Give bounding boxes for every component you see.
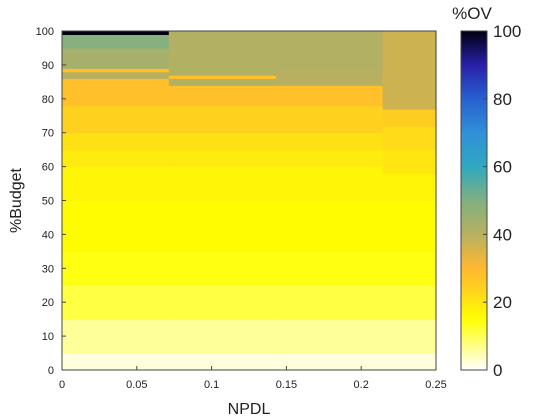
heatmap-cell [168, 285, 277, 320]
y-tick-label: 0 [48, 365, 54, 377]
heatmap-cell [62, 68, 170, 73]
heatmap-cell [382, 173, 437, 202]
x-axis-ticks: 0 0.05 0.1 0.15 0.2 0.25 [59, 366, 447, 391]
heatmap-cell [382, 353, 437, 371]
y-tick-label: 10 [42, 331, 54, 343]
heatmap-cell [382, 200, 437, 252]
x-tick-label: 0.05 [126, 379, 147, 391]
colorbar [460, 30, 488, 371]
heatmap-cell [382, 108, 437, 127]
heatmap-cell [62, 319, 170, 354]
heatmap-cell [275, 353, 384, 371]
heatmap-cell [382, 251, 437, 286]
heatmap-cell [168, 105, 277, 134]
heatmap-cell [62, 285, 170, 320]
heatmap-cell [168, 251, 277, 286]
heatmap-cell [382, 285, 437, 320]
colorbar-tick-label: 60 [493, 158, 512, 177]
y-tick-label: 20 [42, 297, 54, 309]
heatmap-cell [168, 75, 277, 80]
heatmap-cell [275, 285, 384, 320]
x-tick-label: 0.15 [276, 379, 297, 391]
heatmap-cell [62, 132, 170, 151]
heatmap-cell [275, 319, 384, 354]
heatmap-cell [275, 200, 384, 252]
y-tick-label: 70 [42, 128, 54, 140]
heatmap-cell [62, 251, 170, 286]
heatmap-cell [382, 149, 437, 174]
x-tick-label: 0.1 [204, 379, 219, 391]
x-tick-label: 0.25 [425, 379, 446, 391]
heatmap-cell [168, 149, 277, 168]
y-tick-label: 40 [42, 229, 54, 241]
heatmap-cell [62, 71, 170, 80]
heatmap-cell [168, 31, 277, 76]
colorbar-tick-label: 20 [493, 293, 512, 312]
y-axis-ticks: 0 10 20 30 40 50 60 70 80 90 100 [36, 26, 66, 377]
x-axis-label: NPDL [228, 401, 271, 418]
heatmap-cell [275, 132, 384, 151]
heatmap-cell [275, 85, 384, 107]
heatmap-cell [275, 149, 384, 168]
colorbar-ticks: 0 20 40 60 80 100 [483, 22, 521, 380]
heatmap-cell [62, 47, 170, 69]
heatmap-cell [168, 85, 277, 107]
y-tick-label: 60 [42, 162, 54, 174]
y-tick-label: 50 [42, 196, 54, 208]
heatmap-cell [62, 149, 170, 168]
heatmap-cell [62, 353, 170, 371]
heatmap-cell [168, 132, 277, 151]
y-tick-label: 100 [36, 26, 54, 38]
colorbar-tick-label: 0 [493, 361, 502, 380]
heatmap-cell [382, 319, 437, 354]
y-tick-label: 90 [42, 60, 54, 72]
heatmap-cell [275, 251, 384, 286]
heatmap-cell [62, 166, 170, 202]
colorbar-tick-label: 80 [493, 90, 512, 109]
heatmap-cell [62, 105, 170, 134]
heatmap-cell [168, 353, 277, 371]
heatmap-cells [62, 31, 437, 371]
heatmap-cell [382, 31, 437, 110]
heatmap-cell [275, 105, 384, 134]
heatmap-cell [62, 78, 170, 107]
heatmap-cell [168, 200, 277, 252]
heatmap-cell [62, 34, 170, 49]
heatmap-cell [62, 200, 170, 252]
colorbar-title: %OV [452, 4, 492, 23]
heatmap-cell [168, 78, 277, 86]
heatmap-cell [275, 166, 384, 202]
heatmap-cell [275, 68, 384, 86]
x-tick-label: 0 [59, 379, 65, 391]
heatmap-cell [168, 319, 277, 354]
x-tick-label: 0.2 [354, 379, 369, 391]
heatmap-cell [275, 31, 384, 69]
heatmap-cell [62, 31, 170, 35]
y-tick-label: 30 [42, 263, 54, 275]
y-axis-label: %Budget [8, 167, 25, 232]
heatmap-cell [168, 166, 277, 202]
heatmap-cell [382, 125, 437, 151]
colorbar-tick-label: 40 [493, 225, 512, 244]
y-tick-label: 80 [42, 94, 54, 106]
colorbar-tick-label: 100 [493, 22, 521, 41]
